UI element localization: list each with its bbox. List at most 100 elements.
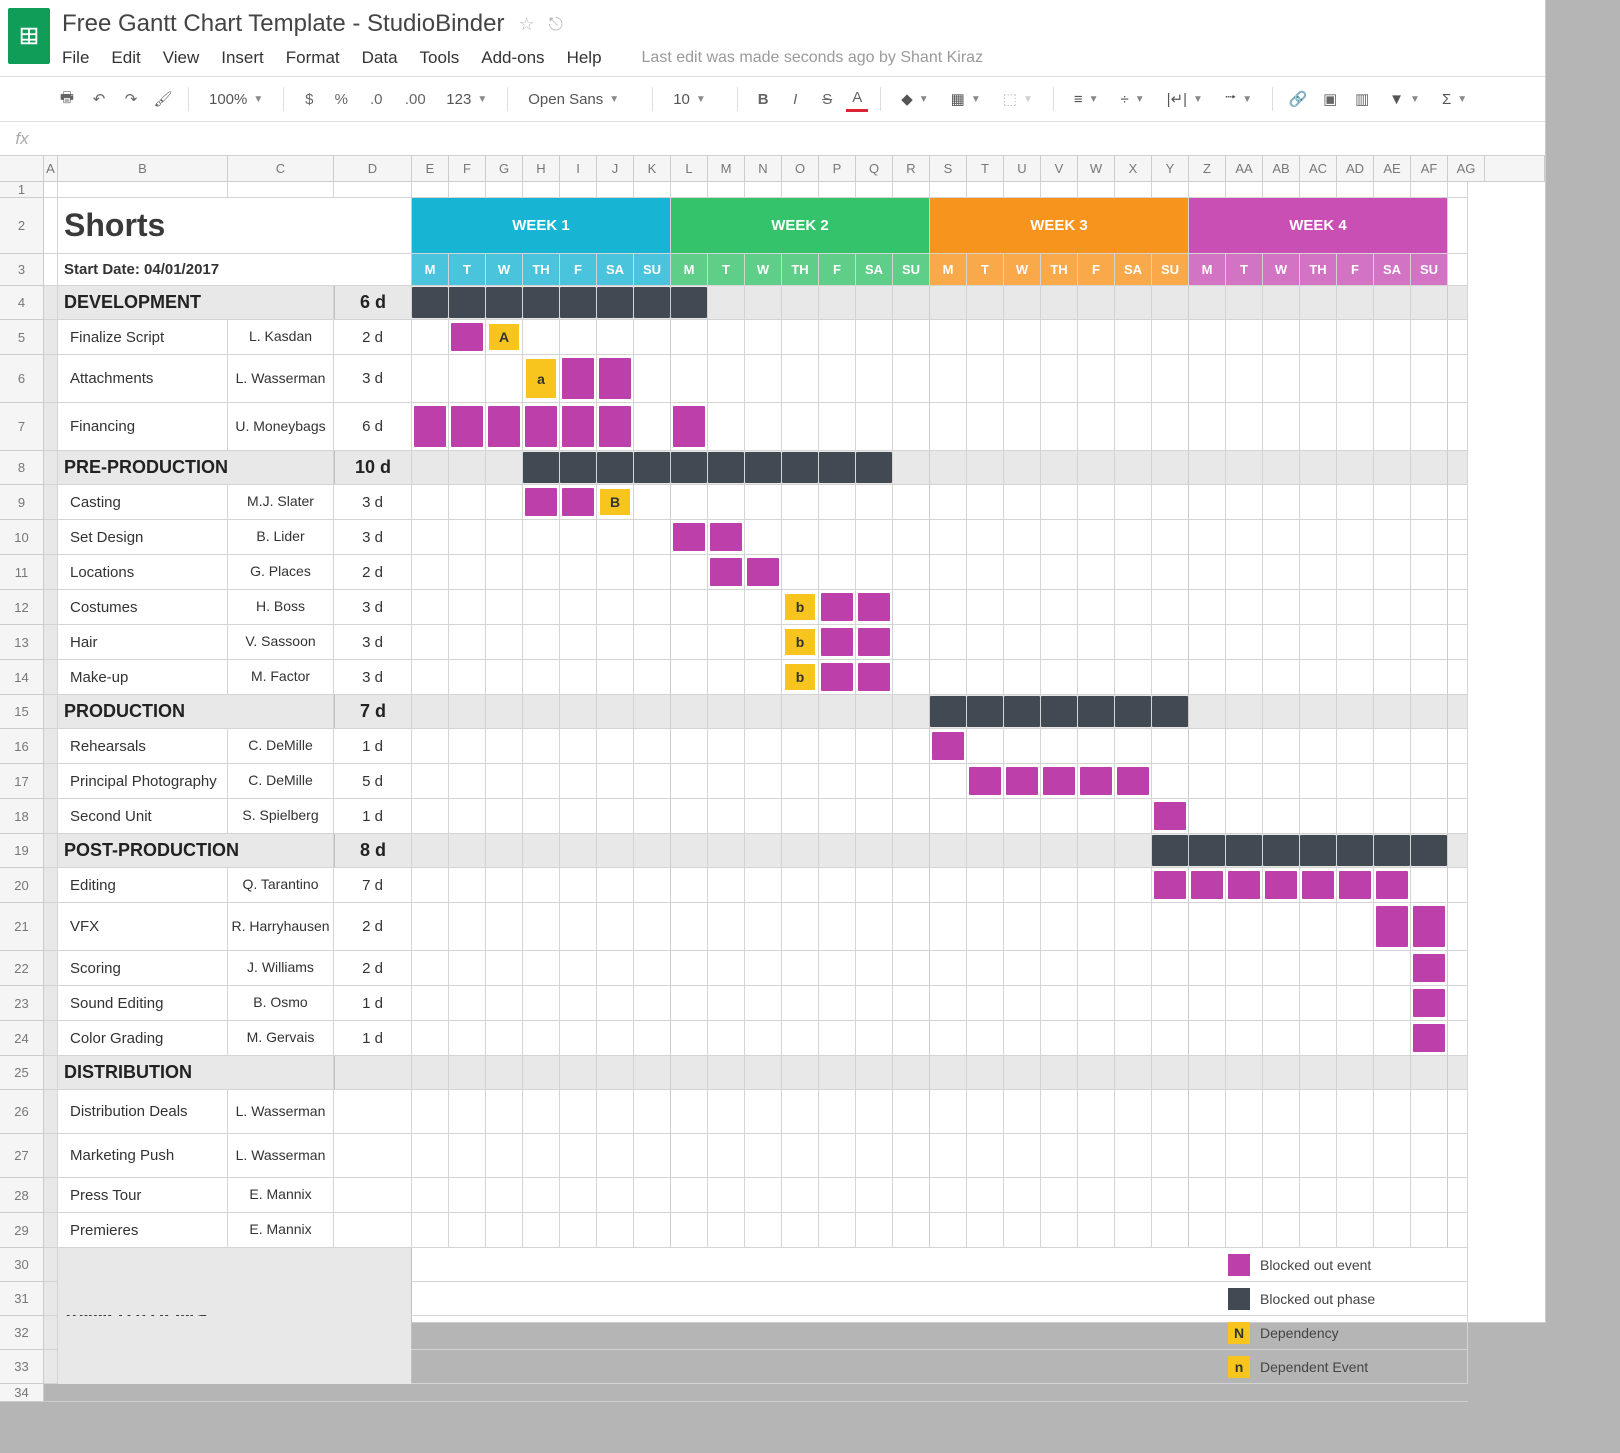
menu-format[interactable]: Format bbox=[286, 48, 340, 68]
task-name[interactable]: Costumes bbox=[58, 590, 228, 624]
gantt-cell[interactable] bbox=[967, 286, 1004, 319]
zoom-combo[interactable]: 100%▼ bbox=[201, 85, 271, 113]
task-duration[interactable]: 2 d bbox=[334, 320, 412, 354]
gantt-cell[interactable] bbox=[1300, 625, 1337, 659]
gantt-cell[interactable] bbox=[782, 834, 819, 867]
gantt-cell[interactable] bbox=[856, 986, 893, 1020]
row-header-33[interactable]: 33 bbox=[0, 1350, 43, 1384]
gantt-cell[interactable] bbox=[782, 451, 819, 484]
task-name[interactable]: Premieres bbox=[58, 1213, 228, 1247]
day-header[interactable]: F bbox=[819, 254, 856, 285]
gantt-cell[interactable] bbox=[1337, 986, 1374, 1020]
gantt-cell[interactable] bbox=[597, 1056, 634, 1089]
task-duration[interactable]: 3 d bbox=[334, 485, 412, 519]
gantt-cell[interactable] bbox=[449, 403, 486, 450]
gantt-cell[interactable] bbox=[1004, 320, 1041, 354]
gantt-cell[interactable] bbox=[1374, 729, 1411, 763]
gantt-cell[interactable] bbox=[597, 451, 634, 484]
gantt-cell[interactable] bbox=[1411, 695, 1448, 728]
gantt-cell[interactable] bbox=[1041, 520, 1078, 554]
gantt-cell[interactable] bbox=[1078, 520, 1115, 554]
gantt-cell[interactable] bbox=[1374, 868, 1411, 902]
col-header-I[interactable]: I bbox=[560, 156, 597, 181]
row-header-5[interactable]: 5 bbox=[0, 320, 43, 355]
gantt-cell[interactable] bbox=[1041, 1090, 1078, 1133]
document-title[interactable]: Free Gantt Chart Template - StudioBinder bbox=[62, 10, 504, 38]
col-header-Q[interactable]: Q bbox=[856, 156, 893, 181]
gantt-cell[interactable] bbox=[560, 555, 597, 589]
gantt-cell[interactable] bbox=[708, 1021, 745, 1055]
gantt-cell[interactable] bbox=[1152, 320, 1189, 354]
gantt-cell[interactable] bbox=[967, 451, 1004, 484]
day-header[interactable]: SA bbox=[1115, 254, 1152, 285]
gantt-cell[interactable] bbox=[634, 660, 671, 694]
gantt-cell[interactable] bbox=[449, 1134, 486, 1177]
gantt-cell[interactable] bbox=[1300, 403, 1337, 450]
gantt-cell[interactable] bbox=[1337, 660, 1374, 694]
gantt-cell[interactable] bbox=[745, 1134, 782, 1177]
gantt-cell[interactable] bbox=[1263, 590, 1300, 624]
row-header-7[interactable]: 7 bbox=[0, 403, 43, 451]
gantt-cell[interactable] bbox=[671, 286, 708, 319]
gantt-cell[interactable] bbox=[893, 764, 930, 798]
gantt-cell[interactable] bbox=[1374, 764, 1411, 798]
gantt-cell[interactable] bbox=[1189, 1021, 1226, 1055]
gantt-cell[interactable] bbox=[1041, 695, 1078, 728]
merge-icon[interactable]: ⬚▼ bbox=[995, 85, 1041, 113]
gantt-cell[interactable] bbox=[745, 834, 782, 867]
gantt-cell[interactable] bbox=[1337, 1213, 1374, 1247]
gantt-cell[interactable] bbox=[486, 625, 523, 659]
gantt-cell[interactable] bbox=[1078, 868, 1115, 902]
gantt-cell[interactable] bbox=[745, 764, 782, 798]
row-header-4[interactable]: 4 bbox=[0, 286, 43, 320]
gantt-cell[interactable] bbox=[1226, 520, 1263, 554]
gantt-cell[interactable] bbox=[708, 764, 745, 798]
gantt-cell[interactable] bbox=[634, 625, 671, 659]
gantt-cell[interactable] bbox=[856, 729, 893, 763]
gantt-cell[interactable] bbox=[745, 799, 782, 833]
gantt-cell[interactable] bbox=[1263, 451, 1300, 484]
gantt-cell[interactable] bbox=[930, 1056, 967, 1089]
gantt-cell[interactable] bbox=[1078, 555, 1115, 589]
gantt-cell[interactable] bbox=[1004, 834, 1041, 867]
gantt-cell[interactable] bbox=[412, 286, 449, 319]
gantt-cell[interactable] bbox=[967, 903, 1004, 950]
row-header-21[interactable]: 21 bbox=[0, 903, 43, 951]
gantt-cell[interactable] bbox=[1374, 520, 1411, 554]
gantt-cell[interactable] bbox=[523, 625, 560, 659]
gantt-cell[interactable] bbox=[1411, 485, 1448, 519]
gantt-cell[interactable] bbox=[1374, 403, 1411, 450]
gantt-cell[interactable] bbox=[856, 799, 893, 833]
gantt-cell[interactable] bbox=[745, 625, 782, 659]
gantt-cell[interactable] bbox=[1004, 903, 1041, 950]
gantt-cell[interactable] bbox=[1115, 286, 1152, 319]
fill-color-icon[interactable]: ◆▼ bbox=[893, 85, 936, 113]
gantt-cell[interactable] bbox=[1263, 1090, 1300, 1133]
gantt-cell[interactable] bbox=[1152, 1021, 1189, 1055]
gantt-cell[interactable] bbox=[1078, 451, 1115, 484]
gantt-cell[interactable] bbox=[634, 1213, 671, 1247]
gantt-cell[interactable] bbox=[1078, 286, 1115, 319]
gantt-cell[interactable] bbox=[819, 403, 856, 450]
gantt-cell[interactable] bbox=[671, 695, 708, 728]
row-header-10[interactable]: 10 bbox=[0, 520, 43, 555]
gantt-cell[interactable] bbox=[597, 1134, 634, 1177]
gantt-cell[interactable] bbox=[523, 1021, 560, 1055]
gantt-cell[interactable] bbox=[1300, 485, 1337, 519]
gantt-cell[interactable] bbox=[412, 1056, 449, 1089]
row-header-14[interactable]: 14 bbox=[0, 660, 43, 695]
gantt-cell[interactable] bbox=[967, 1090, 1004, 1133]
gantt-cell[interactable] bbox=[819, 520, 856, 554]
gantt-cell[interactable] bbox=[1300, 799, 1337, 833]
gantt-cell[interactable] bbox=[745, 555, 782, 589]
menu-file[interactable]: File bbox=[62, 48, 89, 68]
gantt-cell[interactable] bbox=[782, 320, 819, 354]
gantt-cell[interactable] bbox=[893, 555, 930, 589]
gantt-cell[interactable] bbox=[1152, 451, 1189, 484]
gantt-cell[interactable] bbox=[671, 451, 708, 484]
gantt-cell[interactable] bbox=[893, 1134, 930, 1177]
task-name[interactable]: Financing bbox=[58, 403, 228, 450]
menu-view[interactable]: View bbox=[163, 48, 200, 68]
gantt-cell[interactable] bbox=[893, 1178, 930, 1212]
gantt-cell[interactable] bbox=[1411, 868, 1448, 902]
